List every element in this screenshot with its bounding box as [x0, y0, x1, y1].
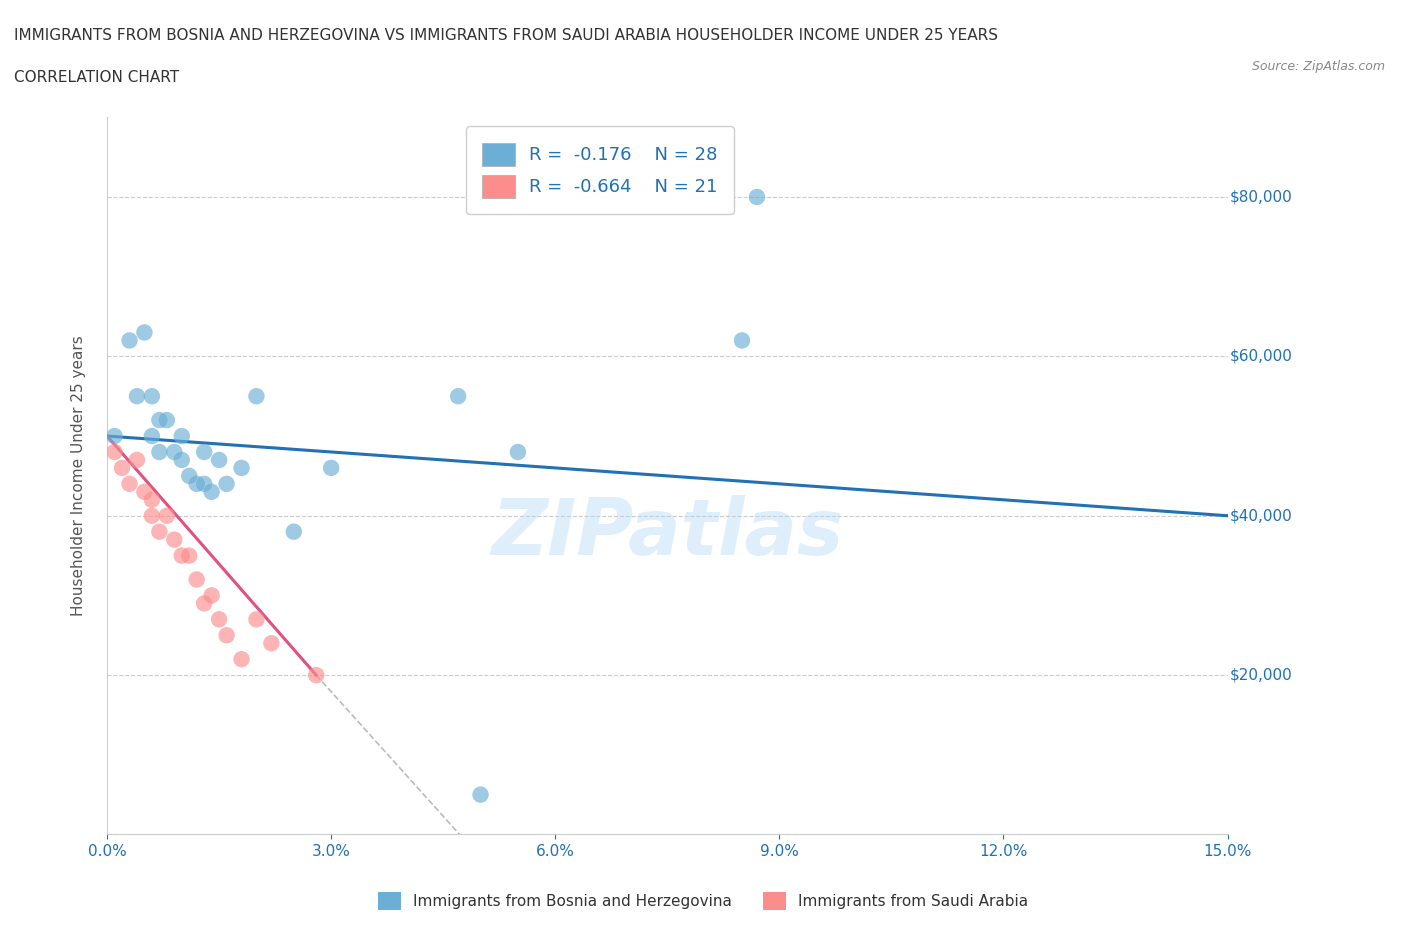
Point	[283, 525, 305, 539]
Point	[305, 668, 328, 683]
Point	[141, 429, 163, 444]
Point	[148, 445, 170, 459]
Point	[125, 389, 148, 404]
Point	[103, 445, 125, 459]
Point	[745, 190, 768, 205]
Point	[141, 509, 163, 524]
Point	[118, 333, 141, 348]
Point	[245, 612, 267, 627]
Point	[156, 413, 179, 428]
Point	[447, 389, 470, 404]
Point	[179, 548, 201, 563]
Point	[186, 572, 208, 587]
Point	[470, 787, 492, 802]
Text: $60,000: $60,000	[1230, 349, 1292, 364]
Point	[170, 548, 193, 563]
Point	[231, 652, 253, 667]
Point	[148, 413, 170, 428]
Text: $80,000: $80,000	[1230, 190, 1292, 205]
Point	[163, 445, 186, 459]
Point	[148, 525, 170, 539]
Point	[215, 476, 238, 491]
Point	[193, 596, 215, 611]
Point	[208, 612, 231, 627]
Point	[141, 389, 163, 404]
Point	[134, 325, 156, 339]
Y-axis label: Householder Income Under 25 years: Householder Income Under 25 years	[72, 336, 86, 617]
Text: $40,000: $40,000	[1230, 508, 1292, 524]
Text: $20,000: $20,000	[1230, 668, 1292, 683]
Text: ZIPatlas: ZIPatlas	[491, 496, 844, 571]
Point	[215, 628, 238, 643]
Point	[125, 453, 148, 468]
Point	[193, 445, 215, 459]
Point	[103, 429, 125, 444]
Point	[163, 532, 186, 547]
Point	[179, 469, 201, 484]
Point	[506, 445, 529, 459]
Point	[731, 333, 754, 348]
Point	[134, 485, 156, 499]
Point	[260, 636, 283, 651]
Point	[170, 453, 193, 468]
Point	[186, 476, 208, 491]
Point	[141, 492, 163, 507]
Point	[170, 429, 193, 444]
Point	[201, 588, 224, 603]
Point	[156, 509, 179, 524]
Text: IMMIGRANTS FROM BOSNIA AND HERZEGOVINA VS IMMIGRANTS FROM SAUDI ARABIA HOUSEHOLD: IMMIGRANTS FROM BOSNIA AND HERZEGOVINA V…	[14, 28, 998, 43]
Point	[321, 460, 343, 475]
Legend: Immigrants from Bosnia and Herzegovina, Immigrants from Saudi Arabia: Immigrants from Bosnia and Herzegovina, …	[370, 884, 1036, 918]
Point	[193, 476, 215, 491]
Point	[208, 453, 231, 468]
Point	[111, 460, 134, 475]
Text: CORRELATION CHART: CORRELATION CHART	[14, 70, 179, 85]
Point	[245, 389, 267, 404]
Text: Source: ZipAtlas.com: Source: ZipAtlas.com	[1251, 60, 1385, 73]
Point	[118, 476, 141, 491]
Point	[201, 485, 224, 499]
Legend: R =  -0.176    N = 28, R =  -0.664    N = 21: R = -0.176 N = 28, R = -0.664 N = 21	[467, 126, 734, 214]
Point	[231, 460, 253, 475]
